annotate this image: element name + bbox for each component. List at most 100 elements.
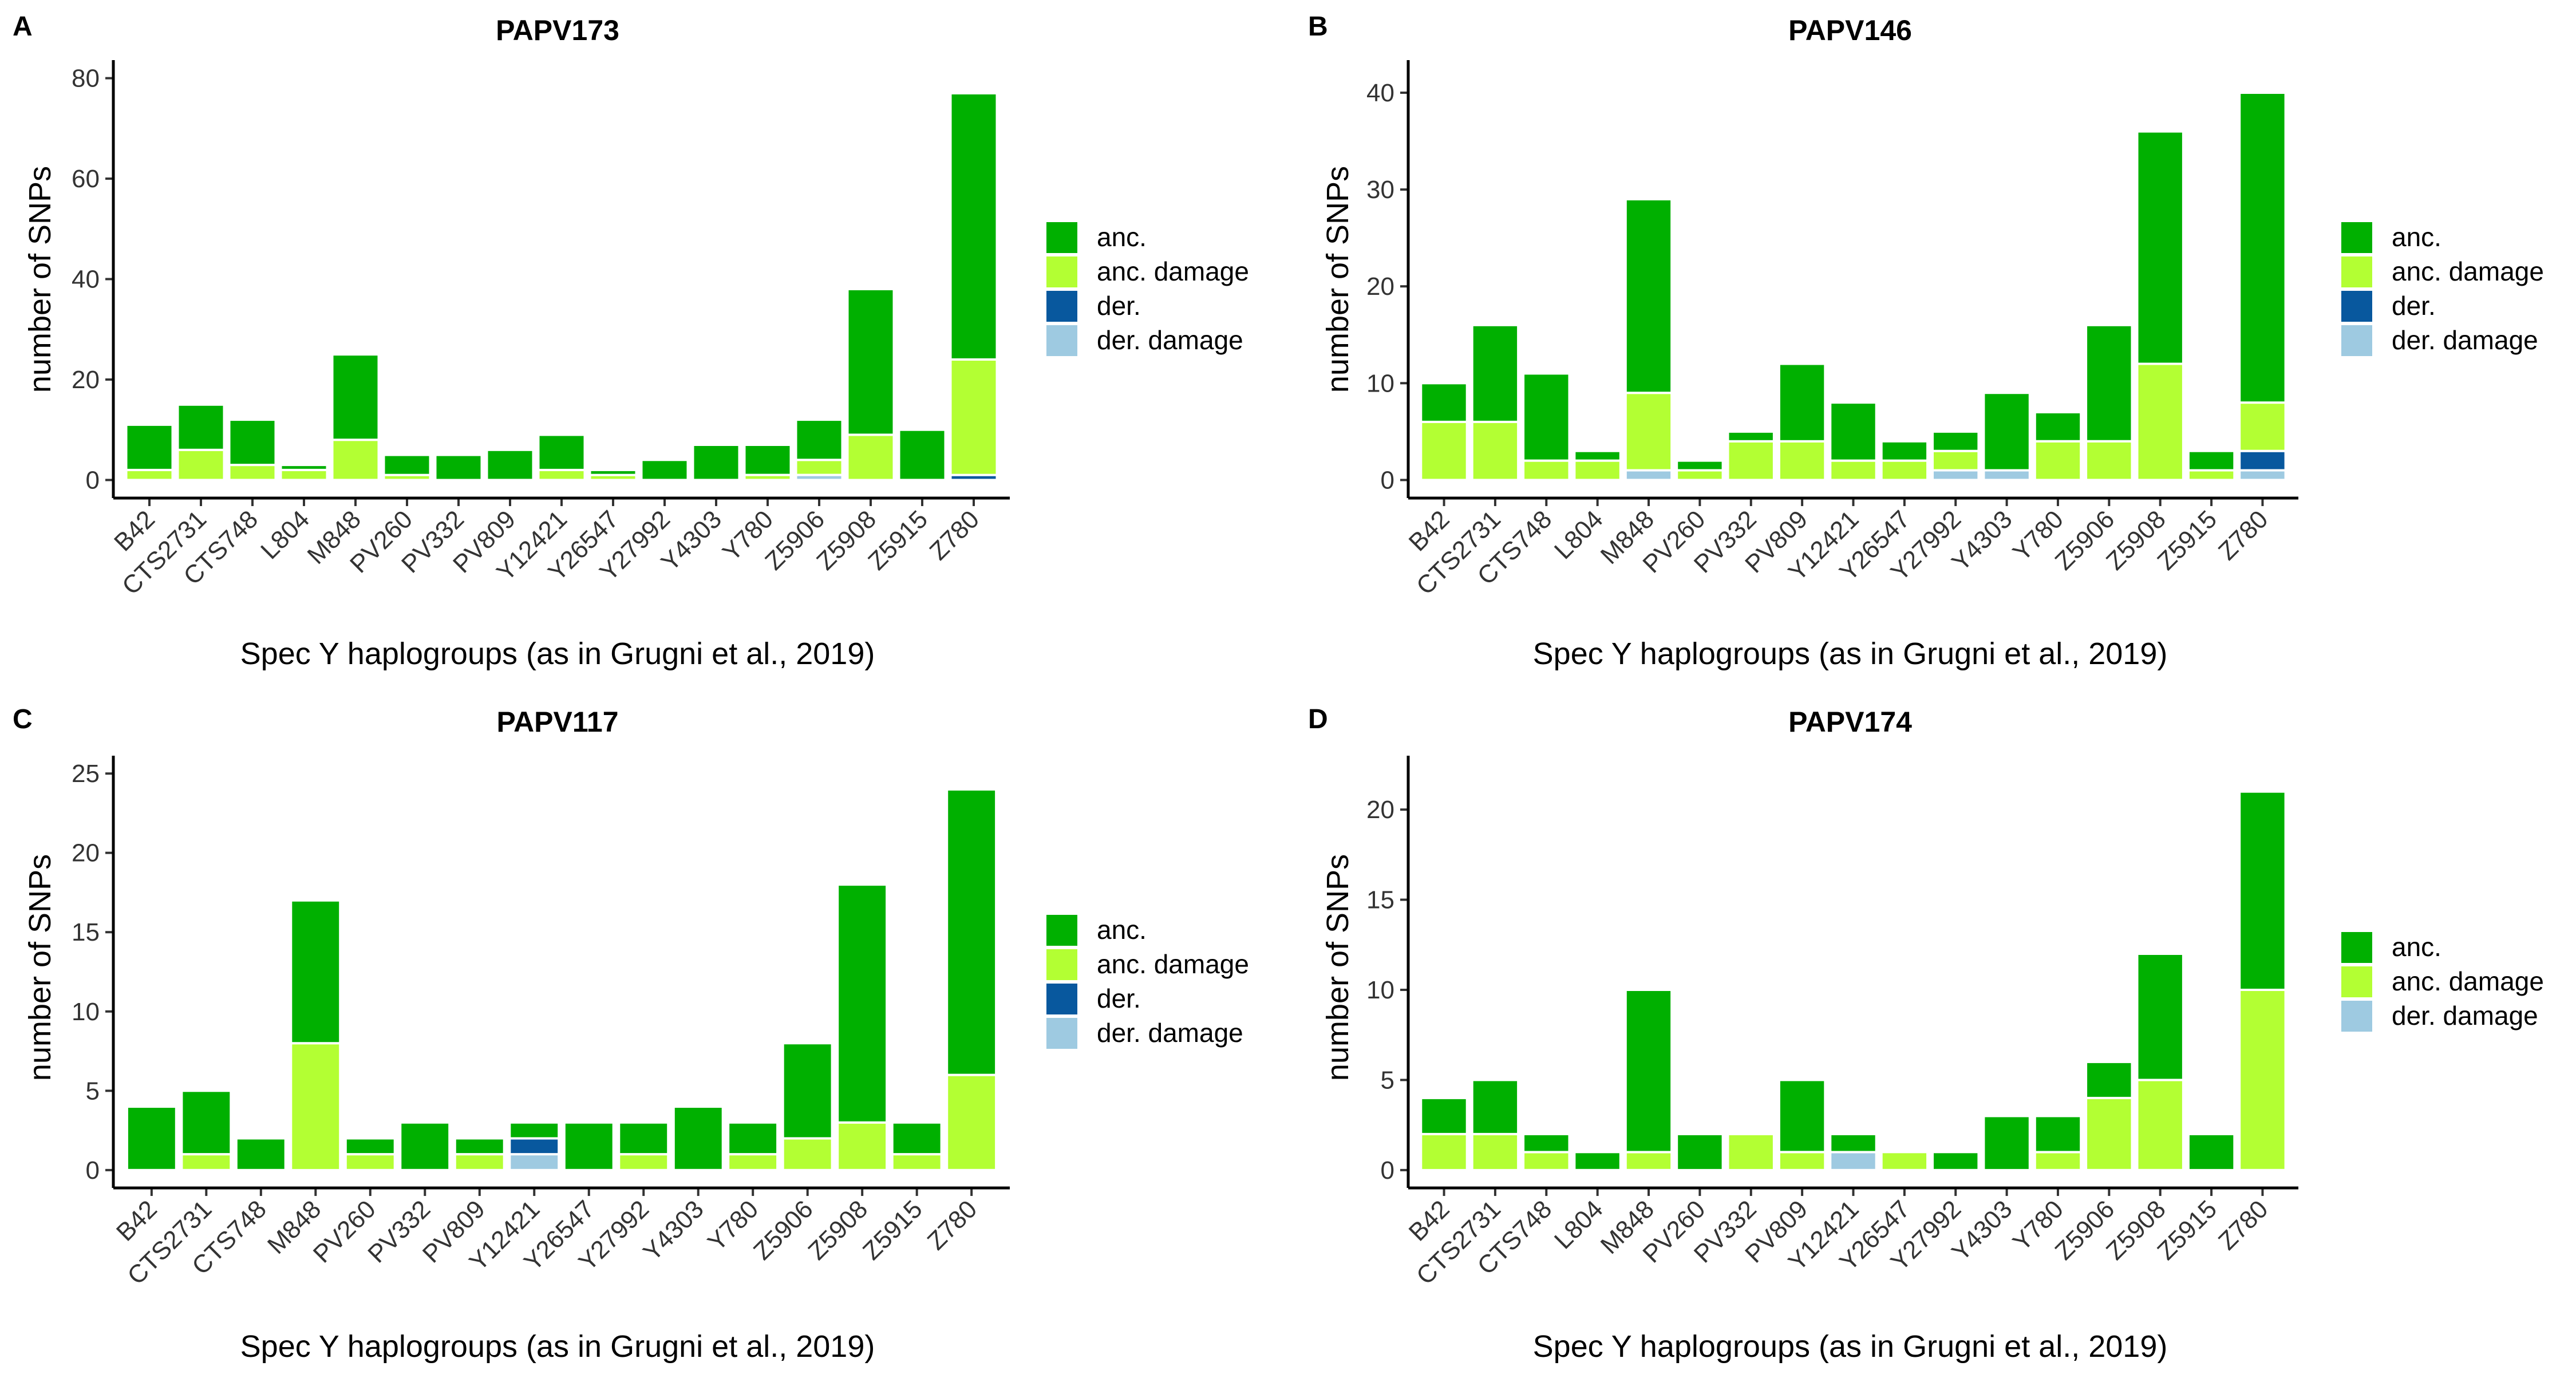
bar-segment-anc-damage (125, 468, 174, 481)
y-tick-label: 15 (1366, 886, 1394, 914)
bar-segment-anc-damage (228, 464, 277, 481)
x-tick-label: Z5915 (858, 1195, 928, 1265)
x-tick-label: Z780 (924, 505, 985, 566)
bar-segment-anc (1777, 1079, 1827, 1154)
bar-segment-anc-damage (1777, 1151, 1827, 1171)
bar-segment-anc (1777, 362, 1827, 443)
panel-a: A PAPV173 number of SNPs Spec Y haplogro… (13, 11, 1249, 671)
bar-segment-anc (180, 1089, 232, 1156)
bar-segment-anc-damage (2033, 1151, 2083, 1171)
bar-segment-anc (588, 468, 638, 476)
bar-segment-anc (1624, 989, 1673, 1154)
bar-segment-anc-damage (946, 1073, 998, 1171)
bar-segment-anc (1522, 372, 1571, 462)
bar-segment-anc-damage (1726, 1132, 1775, 1171)
x-tick-label: Z5906 (760, 505, 830, 575)
bar-segment-anc-damage (795, 459, 844, 476)
bar-segment-anc (1471, 323, 1520, 423)
legend-label: der. (2392, 291, 2436, 321)
legend-label: anc. (2392, 932, 2441, 962)
bar-segment-anc-damage (2238, 989, 2287, 1171)
chart-title: PAPV146 (1788, 14, 1912, 46)
x-tick-label: Z5908 (811, 505, 882, 575)
x-tick-label: PV260 (308, 1195, 381, 1268)
bar-segment-anc-damage (1880, 1151, 1929, 1171)
y-axis-title: number of SNPs (1321, 854, 1355, 1081)
bar-segment-anc-damage (2187, 469, 2236, 481)
bar-segment-anc-damage (618, 1153, 670, 1171)
chart-title: PAPV173 (496, 14, 619, 46)
chart-title: PAPV117 (496, 706, 618, 738)
bar-segment-anc (2238, 790, 2287, 991)
bar-segment-anc (640, 459, 689, 481)
bar-segment-anc-damage (180, 1153, 232, 1171)
bar-segment-anc (1931, 1151, 1980, 1171)
legend-label: anc. damage (1097, 256, 1249, 286)
x-tick-label: Z5915 (2152, 1195, 2222, 1265)
legend-label: der. damage (1097, 1018, 1243, 1048)
bar-segment-anc (2136, 953, 2184, 1081)
bar-segment-anc (331, 353, 380, 441)
bar-segment-anc (290, 899, 342, 1045)
legend-swatch (1046, 915, 1077, 946)
bar-segment-anc-damage (344, 1153, 396, 1171)
bar-segment-anc (2238, 92, 2287, 404)
bar-segment-anc (125, 1105, 177, 1171)
legend-label: der. (1097, 984, 1141, 1013)
bar-segment-anc (235, 1137, 287, 1171)
bar-segment-anc-damage (727, 1153, 779, 1171)
y-axis-title: number of SNPs (23, 854, 57, 1081)
bar-segment-anc-damage (1624, 1151, 1673, 1171)
legend-label: anc. (1097, 915, 1147, 945)
x-tick-label: Z5906 (748, 1195, 819, 1265)
bar-segment-anc-damage (1522, 1151, 1571, 1171)
x-tick-label: Z5908 (803, 1195, 873, 1265)
bar-segment-der-damage (508, 1153, 560, 1171)
x-tick-label: Z5915 (863, 505, 933, 575)
bar-segment-anc (1931, 430, 1980, 452)
bar-segment-anc (1471, 1079, 1520, 1135)
x-tick-label: L804 (255, 505, 315, 564)
legend-label: anc. (2392, 222, 2441, 252)
bar-segment-anc (279, 464, 329, 471)
x-tick-label: Z5915 (2152, 505, 2222, 575)
panel-letter: B (1308, 11, 1328, 42)
y-tick-label: 15 (72, 918, 100, 946)
bar-segment-anc (125, 423, 174, 471)
bar-segment-anc-damage (1573, 459, 1622, 481)
bar-segment-anc (1829, 1132, 1878, 1154)
chart-title: PAPV174 (1788, 706, 1912, 738)
y-tick-label: 10 (72, 998, 100, 1026)
bar-segment-anc (891, 1121, 943, 1156)
bar-segment-der-damage (1982, 469, 2031, 481)
bar-segment-anc (1522, 1132, 1571, 1154)
bar-segment-anc (434, 453, 483, 481)
bar-segment-anc-damage (279, 468, 329, 481)
bar-segment-anc (949, 92, 998, 361)
y-tick-label: 5 (86, 1077, 100, 1105)
bar-segment-anc (795, 418, 844, 461)
bar-segment-anc (743, 444, 792, 476)
legend: anc. anc. damage der. der. damage (1046, 222, 1249, 356)
bar-segment-anc (382, 453, 432, 476)
bar-segment-anc (2187, 1132, 2236, 1171)
y-tick-label: 40 (72, 266, 100, 294)
y-axis-title: number of SNPs (23, 166, 57, 393)
x-tick-label: Z780 (2213, 505, 2274, 566)
bar-segment-anc (727, 1121, 779, 1156)
y-tick-label: 10 (1366, 369, 1394, 397)
y-tick-label: 20 (72, 839, 100, 867)
bar-segment-anc (228, 418, 277, 467)
bar-segment-anc-damage (453, 1153, 505, 1171)
y-tick-label: 5 (1381, 1066, 1394, 1094)
bar-segment-anc-damage (2085, 1096, 2134, 1171)
bar-segment-anc (485, 448, 535, 481)
y-tick-label: 0 (1381, 466, 1394, 494)
bar-segment-anc-damage (1676, 469, 1724, 481)
bar-segment-der (508, 1137, 560, 1156)
y-tick-label: 30 (1366, 176, 1394, 204)
plot-area: B42CTS2731CTS748L804M848PV260PV332PV809Y… (72, 60, 1010, 601)
bar-segment-anc-damage (537, 468, 586, 481)
bar-segment-anc (1676, 1132, 1724, 1171)
